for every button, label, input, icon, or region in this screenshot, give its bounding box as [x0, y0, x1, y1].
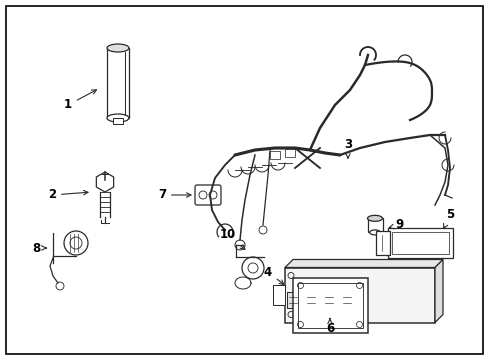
Bar — [285, 267, 434, 323]
Text: 4: 4 — [264, 266, 283, 284]
Bar — [113, 118, 123, 124]
Ellipse shape — [367, 215, 382, 221]
Bar — [386, 228, 451, 258]
Polygon shape — [285, 260, 442, 267]
Text: 6: 6 — [325, 319, 333, 334]
Text: 8: 8 — [32, 242, 46, 255]
Text: 1: 1 — [64, 90, 96, 112]
Bar — [107, 48, 129, 118]
Bar — [269, 151, 280, 159]
FancyBboxPatch shape — [195, 185, 221, 205]
Text: 2: 2 — [48, 189, 88, 202]
Ellipse shape — [107, 44, 129, 52]
Circle shape — [64, 231, 88, 255]
Bar — [367, 218, 382, 232]
Polygon shape — [434, 260, 442, 323]
Bar — [391, 232, 447, 254]
Text: 3: 3 — [343, 139, 351, 158]
Text: 5: 5 — [443, 208, 453, 228]
Bar — [340, 292, 352, 308]
Ellipse shape — [107, 114, 129, 122]
Bar — [286, 292, 298, 308]
Bar — [297, 283, 362, 328]
Ellipse shape — [369, 230, 380, 235]
Bar — [305, 292, 316, 308]
Polygon shape — [96, 172, 113, 192]
Bar — [292, 278, 367, 333]
Bar — [272, 285, 285, 305]
Bar — [285, 149, 294, 157]
Text: 7: 7 — [158, 189, 191, 202]
Text: 10: 10 — [220, 229, 244, 249]
Bar — [323, 292, 334, 308]
Bar — [375, 231, 389, 255]
Circle shape — [242, 257, 264, 279]
Text: 9: 9 — [388, 219, 403, 231]
